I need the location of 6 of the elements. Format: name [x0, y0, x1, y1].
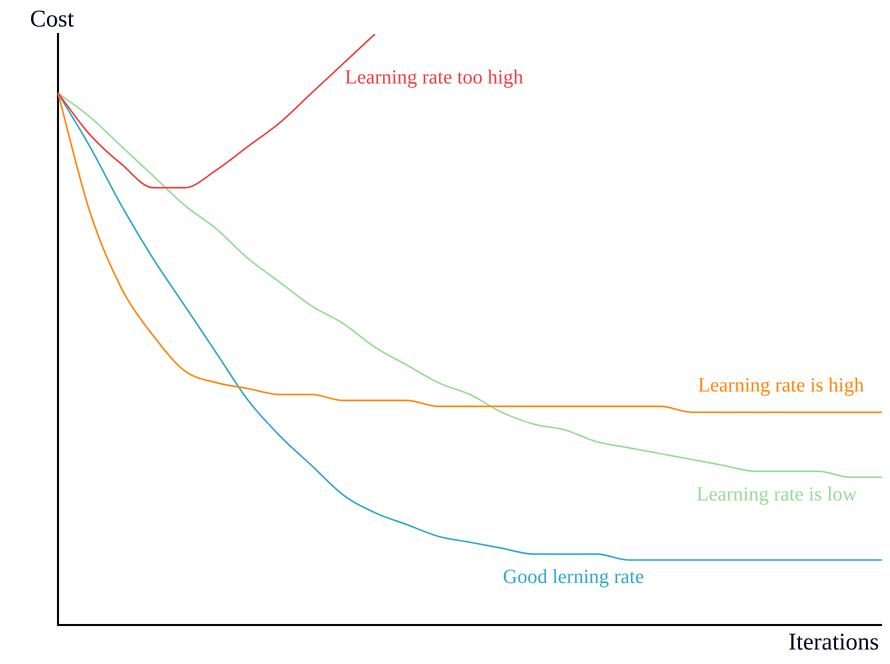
series-label: Good lerning rate — [502, 566, 644, 588]
series-label: Learning rate too high — [344, 66, 524, 88]
y-axis-title: Cost — [30, 6, 74, 32]
series-label: Learning rate is high — [698, 374, 864, 396]
series-label: Learning rate is low — [696, 484, 858, 506]
x-axis-title: Iterations — [788, 629, 879, 656]
